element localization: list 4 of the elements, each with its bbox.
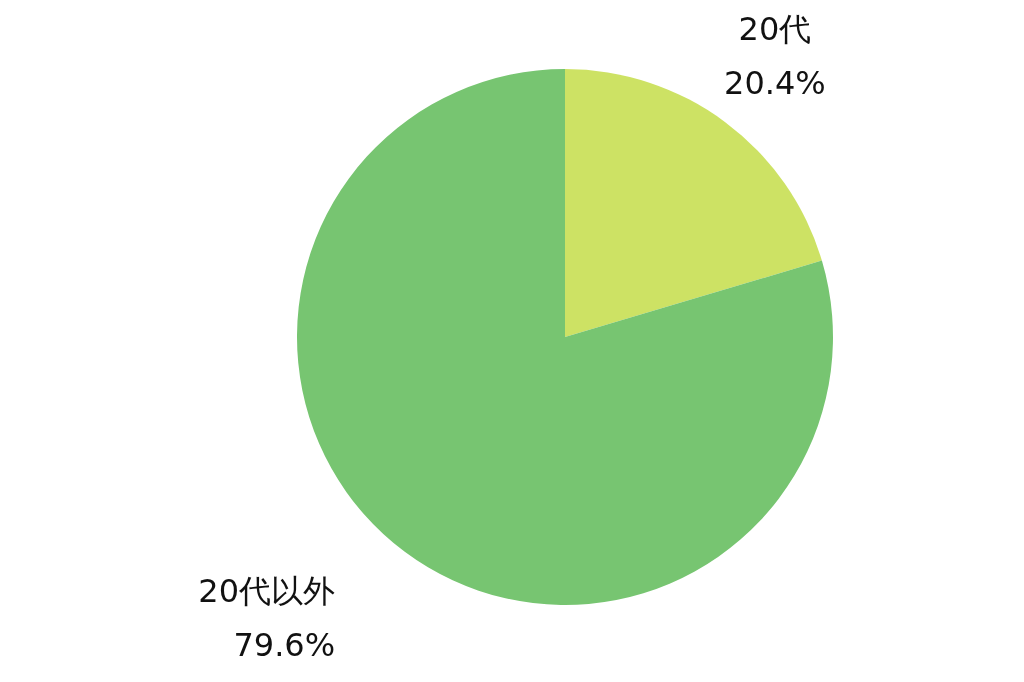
slice-label: 20代 [738,9,812,48]
data-label: 79.6% [233,626,336,665]
slice-label: 20代以外 [198,572,336,611]
data-label: 20.4% [724,63,826,102]
